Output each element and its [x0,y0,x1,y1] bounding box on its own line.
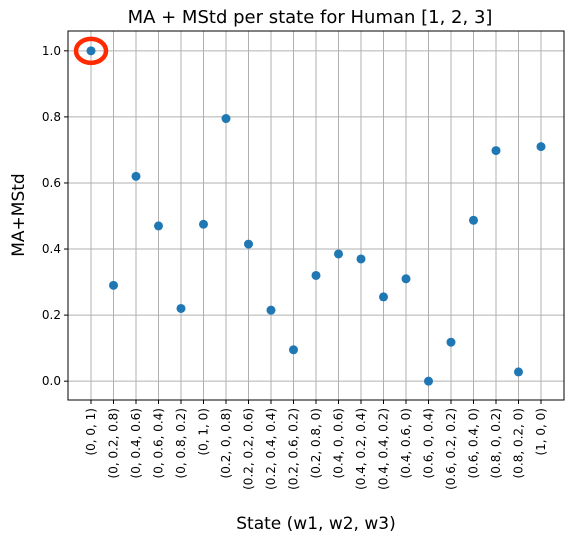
y-axis-ticks: 0.0 0.2 0.4 0.6 0.8 1.0 [42,44,68,388]
y-tick-label: 0.0 [42,374,61,388]
data-point [536,142,546,152]
x-tick-label: (0.4, 0.2, 0.4) [354,408,368,490]
x-tick-label: (0.2, 0.4, 0.4) [264,408,278,490]
data-point [469,215,478,225]
data-point [424,376,433,386]
data-point [289,345,298,355]
x-tick-label: (0.8, 0.2, 0) [512,408,526,478]
x-tick-label: (0.4, 0, 0.6) [332,408,346,478]
y-tick-label: 0.8 [42,110,61,124]
x-tick-label: (0.2, 0.8, 0) [309,408,323,478]
data-point [401,274,411,284]
x-tick-label: (0, 0.6, 0.4) [152,408,166,478]
data-point [379,292,388,302]
data-point [176,303,186,313]
x-tick-label: (0, 0, 1) [84,408,98,456]
y-tick-label: 0.2 [42,308,61,322]
x-tick-label: (0.4, 0.4, 0.2) [377,408,391,490]
y-tick-label: 1.0 [42,44,61,58]
x-tick-label: (0.6, 0.2, 0.2) [444,408,458,490]
data-point [86,46,96,56]
x-tick-label: (0.2, 0.6, 0.2) [287,408,301,490]
y-tick-label: 0.6 [42,176,61,190]
x-tick-label: (0.6, 0.4, 0) [467,408,481,478]
data-point [199,219,208,229]
chart-title: MA + MStd per state for Human [1, 2, 3] [128,7,493,28]
x-tick-label: (1, 0, 0) [534,408,548,456]
data-point [109,280,118,290]
x-tick-label: (0.6, 0, 0.4) [422,408,436,478]
highlight-ring [73,36,109,66]
data-point [266,305,276,315]
x-tick-label: (0.2, 0.2, 0.6) [242,408,256,490]
y-tick-label: 0.4 [42,242,61,256]
data-point [514,367,523,377]
x-tick-label: (0, 0.8, 0.2) [174,408,188,478]
x-tick-label: (0.8, 0, 0.2) [489,408,503,478]
data-point [311,270,321,280]
x-tick-label: (0.4, 0.6, 0) [399,408,413,478]
x-axis-ticks: (0, 0, 1) (0, 0.2, 0.8) (0, 0.4, 0.6) (0, 0… [84,400,548,490]
x-axis-label: State (w1, w2, w3) [236,514,395,534]
x-tick-label: (0, 0.4, 0.6) [129,408,143,478]
data-point [154,221,163,231]
data-point [356,254,366,264]
x-tick-label: (0.2, 0, 0.8) [219,408,233,478]
x-tick-label: (0, 1, 0) [197,408,211,456]
data-point [446,337,456,347]
grid-lines [68,31,564,400]
data-point [221,114,231,124]
data-point [491,146,501,156]
data-points [73,36,546,386]
data-point [131,171,141,181]
x-tick-label: (0, 0.2, 0.8) [107,408,121,478]
data-point [244,239,253,249]
y-axis-label: MA+MStd [9,173,29,256]
data-point [334,249,343,259]
